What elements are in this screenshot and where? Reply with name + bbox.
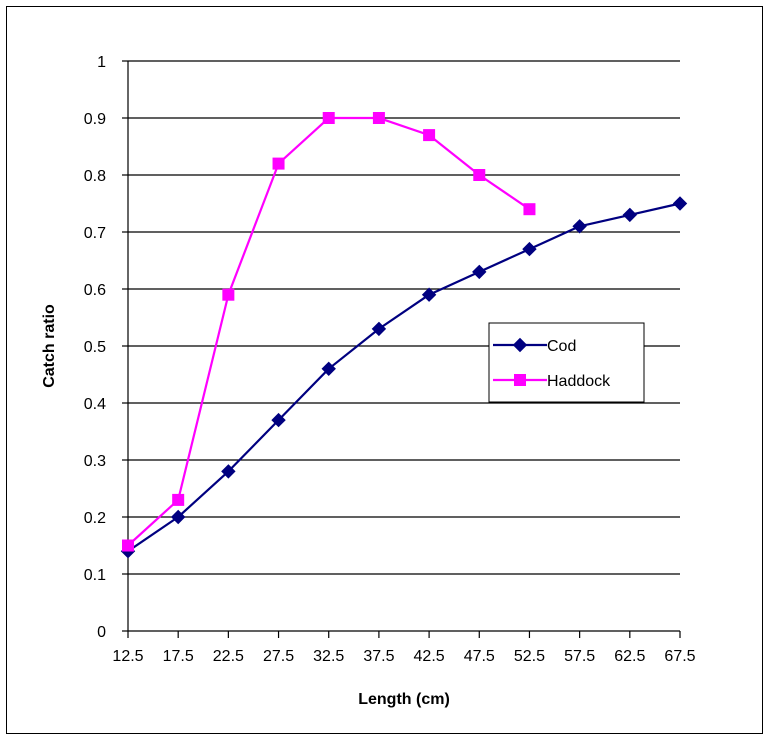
cod-point	[622, 207, 638, 223]
series-group	[120, 112, 688, 559]
y-tick-label: 0.7	[84, 225, 106, 242]
haddock-point	[322, 112, 335, 124]
legend: Cod Haddock	[488, 322, 645, 403]
y-tick-label: 0.2	[84, 510, 106, 527]
haddock-point	[523, 203, 536, 216]
x-tick-label: 47.5	[464, 648, 495, 665]
x-axis-title: Length (cm)	[358, 691, 450, 708]
legend-box	[488, 322, 645, 403]
haddock-point	[272, 157, 285, 170]
haddock-point	[372, 112, 385, 124]
cod-point	[321, 361, 336, 377]
x-tick-label: 57.5	[564, 648, 595, 665]
haddock-point	[423, 129, 436, 142]
cod-point	[271, 412, 286, 428]
x-tick-label: 12.5	[112, 648, 143, 665]
haddock-point	[172, 493, 185, 506]
y-axis-title: Catch ratio	[41, 304, 58, 388]
y-tick-label: 0.9	[84, 111, 106, 128]
y-tick-label: 0.5	[84, 339, 106, 356]
haddock-point	[473, 169, 486, 181]
x-tick-label: 67.5	[664, 648, 695, 665]
legend-swatch-marker	[514, 374, 526, 386]
haddock-point	[122, 539, 134, 552]
y-tick-label: 1	[97, 54, 106, 71]
legend-swatch-marker	[512, 337, 528, 353]
cod-point	[572, 219, 587, 234]
y-tick-label: 0.3	[84, 453, 106, 470]
y-tick-label: 0.1	[84, 567, 106, 584]
cod-point	[221, 464, 236, 479]
gridlines	[128, 60, 680, 575]
y-tick-label: 0.4	[84, 396, 106, 413]
x-tick-label: 42.5	[414, 648, 445, 665]
cod-point	[672, 196, 688, 211]
cod-point	[421, 287, 437, 302]
x-tick-label: 62.5	[614, 648, 645, 665]
y-tick-label: 0.6	[84, 282, 106, 299]
cod-point	[371, 321, 387, 337]
legend-label-haddock: Haddock	[547, 373, 611, 390]
x-tick-label: 27.5	[263, 648, 294, 665]
cod-line	[127, 202, 681, 553]
cod-point	[170, 509, 186, 525]
y-tick-label: 0	[97, 624, 106, 641]
cod-point	[522, 241, 537, 257]
legend-label-cod: Cod	[547, 338, 576, 355]
legend-item-haddock: Haddock	[493, 373, 611, 390]
y-tick-labels: 0 0.1 0.2 0.3 0.4 0.5 0.6 0.7 0.8 0.9 1	[84, 54, 106, 641]
x-tick-labels: 12.5 17.5 22.5 27.5 32.5 37.5 42.5 47.5 52.5 57.5…	[112, 648, 695, 665]
haddock-point	[222, 288, 235, 301]
y-tick-label: 0.8	[84, 168, 106, 185]
x-tick-label: 37.5	[363, 648, 394, 665]
x-tick-label: 22.5	[213, 648, 244, 665]
axes	[122, 60, 681, 638]
x-tick-label: 52.5	[514, 648, 545, 665]
x-tick-label: 17.5	[163, 648, 194, 665]
legend-item-cod: Cod	[493, 337, 576, 355]
x-tick-label: 32.5	[313, 648, 344, 665]
cod-point	[472, 264, 487, 280]
series-haddock	[122, 112, 536, 552]
